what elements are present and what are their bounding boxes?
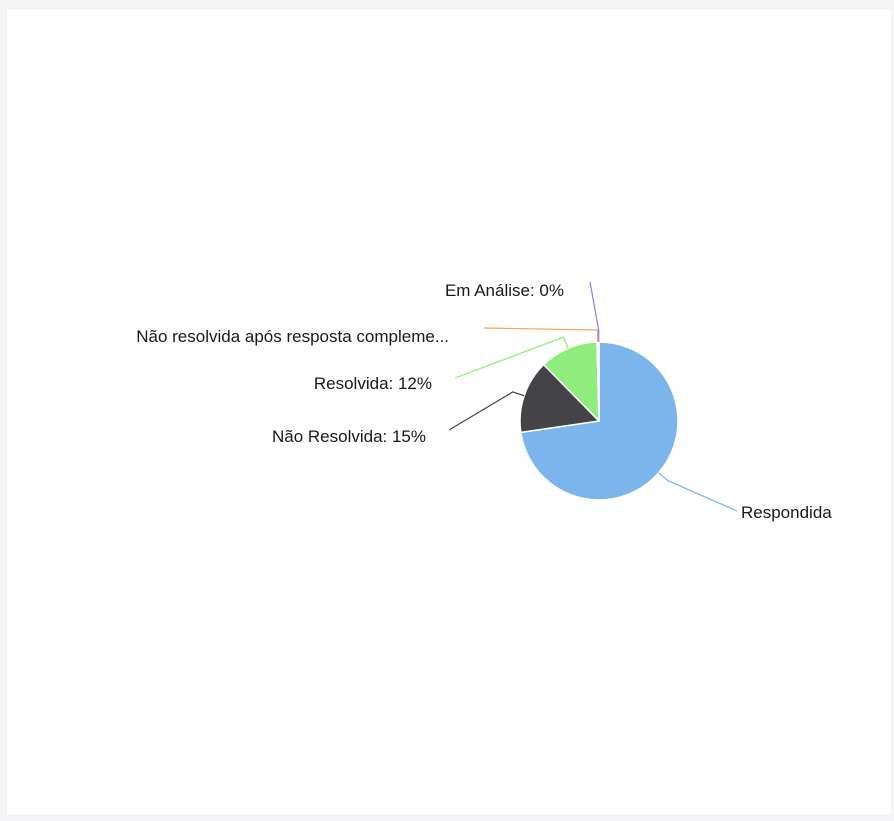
pie-slice-resolvida[interactable] <box>542 341 600 422</box>
pie-slice-n-o-resolvida[interactable] <box>519 363 600 434</box>
connector-line <box>448 391 525 431</box>
connector-line <box>589 281 600 343</box>
data-label-resolvida: Resolvida: 12% <box>314 374 432 393</box>
connector-line <box>454 336 569 379</box>
data-label-respondida: Respondida <box>741 503 832 522</box>
chart-panel <box>6 10 891 814</box>
data-label-nao-resolvida: Não Resolvida: 15% <box>272 427 426 446</box>
connector-line <box>483 327 599 343</box>
connector-line <box>658 472 738 512</box>
data-label-nao-resolvida-apos-resposta: Não resolvida após resposta compleme... <box>136 327 449 346</box>
data-label-em-analise: Em Análise: 0% <box>445 281 564 300</box>
